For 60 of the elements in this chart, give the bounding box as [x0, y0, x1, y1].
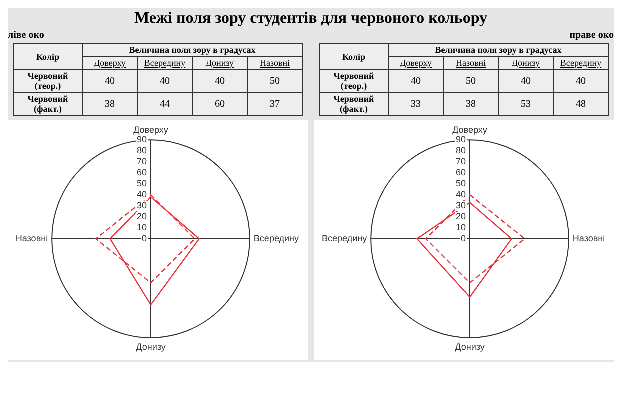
- y-tick-label: 20: [456, 212, 466, 222]
- y-tick-label: 70: [136, 156, 147, 167]
- y-tick-label: Червоний (факт.): [320, 92, 388, 116]
- y-tick-label: Червоний (факт.): [14, 92, 82, 116]
- data-label: 53: [498, 92, 554, 116]
- text: Межі поля зору студентів для червоного кольору: [133, 10, 489, 28]
- y-tick-label: 40: [456, 190, 466, 200]
- y-tick-label: Червоний (теор.): [320, 70, 388, 92]
- y-tick-label: 80: [456, 146, 466, 156]
- x-tick-label: Доверху: [82, 56, 138, 70]
- y-tick-label: 60: [136, 168, 147, 178]
- chart-title: праве око: [568, 30, 614, 41]
- data-label: 50: [248, 70, 302, 92]
- x-tick-label: Назовні: [248, 56, 302, 70]
- x-tick-label: Всередину: [554, 56, 608, 70]
- y-tick-label: 30: [456, 200, 466, 211]
- y-tick-label: 10: [136, 222, 147, 232]
- x-axis-title: Величина поля зору в градусах: [82, 44, 302, 56]
- x-axis-title: Величина поля зору в градусах: [388, 44, 608, 56]
- data-label: 40: [388, 70, 444, 92]
- y-tick-label: 40: [136, 190, 147, 200]
- spoke-label: Доверху: [134, 125, 169, 136]
- y-tick-label: 0: [460, 233, 466, 244]
- x-tick-label: Доверху: [388, 56, 444, 70]
- y-tick-label: 30: [136, 200, 147, 211]
- data-label: 38: [444, 92, 498, 116]
- y-tick-label: 60: [456, 168, 466, 178]
- data-label: 40: [192, 70, 248, 92]
- y-tick-label: Червоний (теор.): [14, 70, 82, 92]
- data-label: 48: [554, 92, 608, 116]
- chart-title: ліве око: [8, 30, 46, 41]
- y-tick-label: 50: [136, 178, 147, 189]
- y-tick-label: 70: [456, 156, 466, 167]
- y-tick-label: 50: [456, 178, 466, 189]
- spoke-label: Донизу: [455, 342, 486, 352]
- x-tick-label: Назовні: [444, 56, 498, 70]
- spoke-label: Назовні: [16, 233, 48, 244]
- x-tick-label: Донизу: [192, 56, 248, 70]
- y-tick-label: 90: [136, 134, 147, 145]
- y-tick-label: 20: [136, 212, 147, 222]
- data-label: 40: [498, 70, 554, 92]
- x-tick-label: Всередину: [138, 56, 192, 70]
- data-label: 38: [82, 92, 138, 116]
- y-axis-title: Колір: [320, 44, 388, 70]
- spoke-label: Всередину: [254, 233, 300, 244]
- data-label: 40: [554, 70, 608, 92]
- y-tick-label: 80: [136, 146, 147, 156]
- spoke-label: Назовні: [572, 233, 606, 244]
- y-tick-label: 0: [142, 233, 147, 244]
- data-label: 44: [138, 92, 192, 116]
- spoke-label: Донизу: [136, 342, 166, 352]
- y-tick-label: 10: [456, 222, 466, 232]
- y-tick-label: 90: [456, 134, 466, 145]
- spoke-label: Всередину: [322, 233, 368, 244]
- data-label: 60: [192, 92, 248, 116]
- data-label: 33: [388, 92, 444, 116]
- y-axis-title: Колір: [14, 44, 82, 70]
- spoke-label: Доверху: [452, 125, 488, 136]
- data-label: 37: [248, 92, 302, 116]
- x-tick-label: Донизу: [498, 56, 554, 70]
